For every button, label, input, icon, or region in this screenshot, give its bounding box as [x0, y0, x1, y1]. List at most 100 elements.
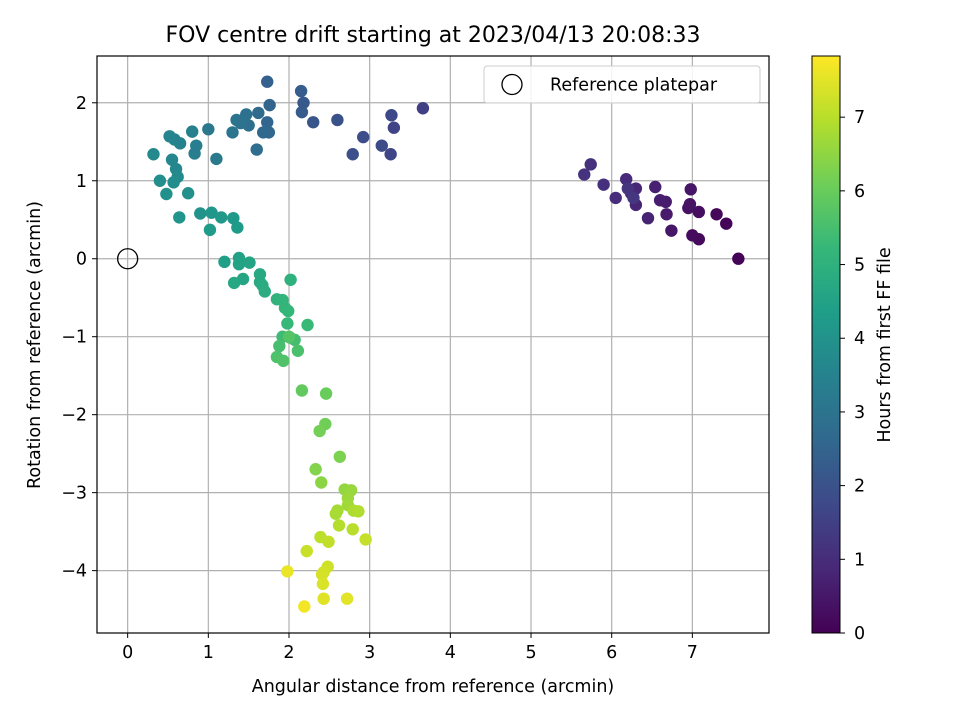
data-point — [281, 304, 295, 318]
data-point — [163, 130, 176, 143]
x-tick-label: 7 — [687, 643, 698, 663]
x-tick-label: 6 — [606, 643, 617, 663]
data-point — [227, 276, 241, 290]
data-point — [387, 121, 401, 134]
data-point — [295, 384, 309, 397]
chart-title: FOV centre drift starting at 2023/04/13 … — [166, 23, 701, 48]
data-point — [295, 105, 309, 119]
data-point — [261, 116, 274, 129]
data-point — [627, 191, 640, 205]
colorbar-tick-label: 7 — [854, 108, 865, 128]
data-point — [315, 568, 329, 581]
data-point — [165, 153, 179, 166]
data-point — [660, 208, 673, 221]
data-point — [300, 544, 313, 558]
colorbar-tick-label: 6 — [854, 182, 865, 202]
data-point — [210, 152, 223, 166]
data-point — [578, 168, 591, 181]
data-point — [322, 535, 335, 548]
data-point — [621, 182, 635, 195]
colorbar: 0 1 2 3 4 5 6 7 Hours from first FF file — [811, 55, 895, 644]
y-axis-label: Rotation from reference (arcmin) — [25, 201, 45, 489]
data-point — [331, 113, 344, 127]
colorbar-tick-label: 2 — [854, 477, 865, 497]
grid-lines — [97, 56, 769, 633]
data-point — [297, 96, 310, 109]
data-point — [147, 148, 160, 161]
data-point — [620, 172, 633, 186]
data-point — [226, 126, 239, 139]
data-point — [313, 424, 326, 438]
reference-platepar-marker — [117, 248, 139, 270]
data-point — [291, 344, 305, 357]
data-point — [357, 130, 370, 144]
x-tick-label: 2 — [283, 643, 294, 663]
scatter-points — [147, 75, 745, 613]
data-point — [277, 354, 290, 368]
plot-frame — [96, 55, 770, 634]
data-point — [153, 174, 167, 187]
x-axis-label: Angular distance from reference (arcmin) — [252, 677, 615, 697]
colorbar-tick-label: 0 — [854, 624, 865, 644]
data-point — [185, 125, 199, 138]
data-point — [284, 273, 297, 286]
data-point — [346, 148, 359, 161]
data-point — [641, 211, 655, 225]
data-point — [160, 187, 173, 201]
data-point — [332, 519, 346, 532]
colorbar-tick-label: 5 — [854, 256, 865, 276]
data-point — [218, 255, 231, 269]
colorbar-label: Hours from first FF file — [875, 247, 895, 442]
data-point — [609, 191, 622, 205]
colorbar-tick-label: 4 — [854, 329, 865, 349]
legend-box — [483, 65, 761, 104]
data-point — [319, 387, 333, 400]
data-point — [584, 158, 597, 171]
y-tick-label: −4 — [61, 562, 87, 582]
y-tick-label: 2 — [76, 94, 87, 114]
x-tick-label: 3 — [364, 643, 375, 663]
data-point — [649, 180, 662, 194]
data-point — [250, 143, 263, 156]
data-point — [346, 523, 359, 536]
data-point — [416, 102, 430, 115]
data-point — [261, 75, 274, 88]
data-point — [307, 116, 320, 129]
legend-reference-label: Reference platepar — [550, 76, 718, 96]
data-point — [215, 211, 228, 224]
data-point — [190, 139, 203, 152]
colorbar-tick-label: 3 — [854, 403, 865, 423]
data-point — [243, 256, 256, 269]
data-point — [340, 592, 354, 605]
data-point — [597, 178, 610, 191]
y-tick-label: −1 — [61, 328, 87, 348]
data-point — [333, 450, 347, 463]
data-point — [294, 84, 308, 98]
data-point — [692, 205, 706, 219]
data-point — [281, 317, 294, 330]
data-point — [653, 194, 667, 207]
y-tick-label: 0 — [76, 250, 87, 270]
data-point — [181, 187, 195, 200]
data-point — [167, 176, 180, 189]
data-point — [227, 211, 240, 225]
data-point — [375, 139, 388, 152]
y-tick-label: −3 — [61, 484, 87, 504]
data-point — [282, 330, 296, 343]
data-point — [173, 211, 186, 224]
data-point — [683, 197, 697, 211]
data-point — [359, 533, 372, 546]
colorbar-ticks: 0 1 2 3 4 5 6 7 — [840, 108, 865, 644]
data-point — [315, 476, 328, 489]
data-point — [710, 208, 723, 221]
data-point — [256, 126, 270, 139]
reference-layer — [117, 248, 139, 270]
data-point — [385, 109, 398, 122]
x-tick-label: 5 — [525, 643, 536, 663]
axis-ticks: 0 1 2 3 4 5 6 7 2 1 0 −1 −2 −3 −4 — [61, 94, 698, 663]
data-point — [298, 600, 311, 613]
data-point — [684, 183, 697, 196]
data-point — [686, 229, 699, 242]
